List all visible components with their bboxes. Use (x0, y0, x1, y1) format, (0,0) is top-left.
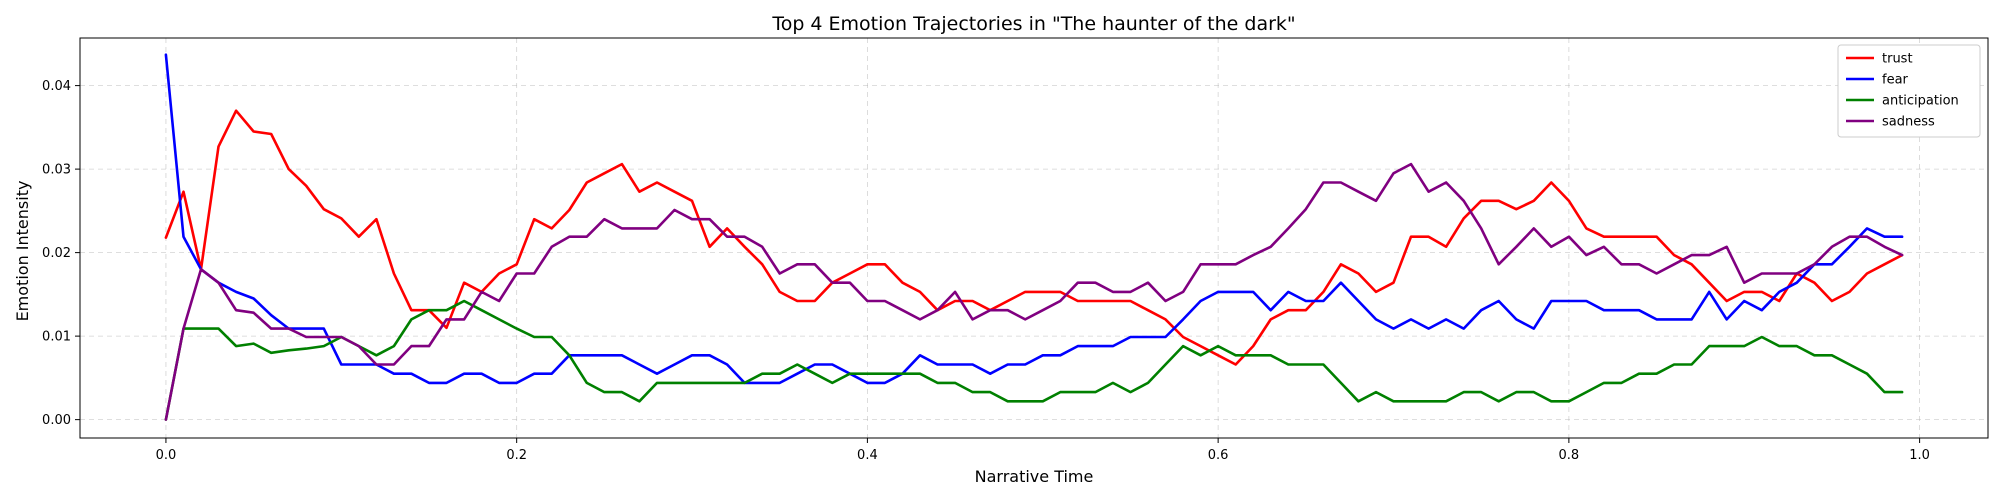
legend: trust fear anticipation sadness (1837, 44, 1981, 138)
x-tick-label: 0.4 (857, 448, 878, 463)
y-axis-ticks: 0.00 0.01 0.02 0.03 0.04 (42, 79, 80, 428)
x-axis-ticks: 0.0 0.2 0.4 0.6 0.8 1.0 (156, 438, 1930, 463)
series-line-fear (164, 53, 1904, 385)
legend-label-trust: trust (1882, 52, 1913, 67)
y-tick-label: 0.00 (42, 413, 71, 428)
legend-box (1837, 44, 1981, 138)
x-tick-label: 0.8 (1559, 448, 1580, 463)
x-tick-label: 0.2 (506, 448, 527, 463)
x-axis-title: Narrative Time (975, 467, 1094, 486)
y-tick-label: 0.01 (42, 330, 71, 345)
legend-label-anticipation: anticipation (1882, 94, 1959, 109)
series-line-anticipation (164, 299, 1904, 421)
x-tick-label: 0.0 (156, 448, 177, 463)
legend-label-fear: fear (1882, 73, 1909, 88)
legend-label-sadness: sadness (1882, 115, 1935, 130)
x-tick-label: 0.6 (1208, 448, 1229, 463)
chart-title: Top 4 Emotion Trajectories in "The haunt… (771, 13, 1295, 35)
series-line-sadness (164, 162, 1904, 421)
y-tick-label: 0.04 (42, 79, 71, 94)
plot-frame (79, 37, 1989, 439)
y-axis-title: Emotion Intensity (13, 181, 32, 322)
series-lines (164, 53, 1904, 421)
y-tick-label: 0.03 (42, 163, 71, 178)
x-tick-label: 1.0 (1909, 448, 1930, 463)
y-tick-label: 0.02 (42, 246, 71, 261)
